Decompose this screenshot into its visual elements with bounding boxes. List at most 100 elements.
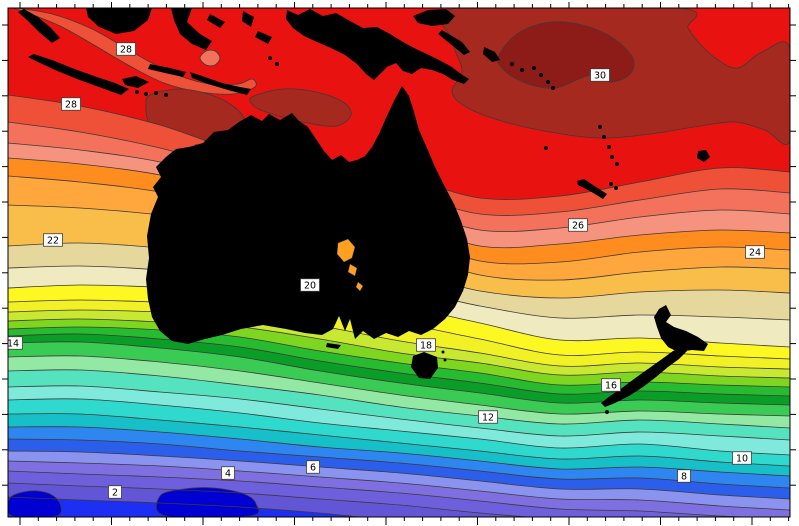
land-halmahera (242, 11, 254, 27)
contour-line-12 (8, 369, 790, 429)
land-timor (190, 72, 251, 95)
axis-ticks-top (19, 2, 790, 8)
island-dot-1 (144, 92, 148, 96)
contour-label-16-611: 16 (601, 378, 621, 392)
contour-label-value: 22 (47, 236, 59, 247)
island-dot-13 (598, 125, 602, 129)
contour-label-value: 8 (681, 472, 687, 483)
land-sumba (122, 76, 149, 88)
island-dot-10 (546, 80, 550, 84)
warm-region-arafura-pool (249, 88, 352, 127)
contour-label-value: 14 (7, 339, 19, 350)
contour-label-20-310: 20 (300, 278, 320, 292)
contour-label-value: 30 (594, 71, 606, 82)
contour-label-value: 20 (304, 281, 316, 292)
island-dot-21 (443, 358, 447, 362)
contour-label-8-684: 8 (677, 469, 691, 483)
map-frame (7, 7, 791, 518)
contour-line-16 (8, 326, 790, 388)
lake-eyre (336, 238, 356, 263)
land-new-ireland (438, 30, 470, 55)
land-tasmania (411, 352, 438, 379)
contour-label-box (478, 410, 498, 424)
contour-label-value: 24 (749, 248, 761, 259)
contour-label-30-600: 30 (590, 68, 610, 82)
land-sulawesi-arm (207, 14, 225, 28)
contour-label-value: 28 (120, 45, 132, 56)
land-australia (146, 86, 470, 344)
island-dot-0 (135, 90, 139, 94)
land-fiji (697, 150, 710, 162)
contour-label-box (732, 451, 752, 465)
island-dot-3 (164, 93, 168, 97)
contour-label-value: 28 (65, 100, 77, 111)
island-dot-14 (602, 135, 606, 139)
land-nz-south-island (601, 347, 687, 407)
contour-label-box (677, 469, 691, 483)
contour-label-box (43, 233, 63, 247)
island-dot-19 (614, 186, 618, 190)
island-dot-15 (607, 145, 611, 149)
contour-label-box (221, 466, 235, 480)
contour-label-10-742: 10 (732, 451, 752, 465)
contour-label-12-488: 12 (478, 410, 498, 424)
contour-label-box (601, 378, 621, 392)
contour-line-2 (8, 496, 364, 517)
contour-line-13 (8, 355, 790, 417)
land-seram (255, 31, 272, 44)
land-new-caledonia (577, 179, 607, 199)
contour-line-9 (8, 413, 790, 467)
contour-label-box (416, 338, 436, 352)
contour-label-22-53: 22 (43, 233, 63, 247)
contour-label-28-126: 28 (116, 42, 136, 56)
island-dot-11 (551, 86, 555, 90)
island-dot-4 (268, 56, 272, 60)
contour-line-15 (8, 333, 790, 397)
contour-line-5 (8, 460, 790, 511)
contour-label-value: 12 (482, 413, 494, 424)
land-new-britain (413, 9, 455, 26)
contour-line-6 (8, 450, 790, 500)
contour-line-3 (8, 482, 534, 517)
warm-region-java-ring (199, 49, 221, 67)
contour-label-26-578: 26 (568, 218, 588, 232)
contour-label-box (306, 460, 320, 474)
lake-torrens (347, 263, 358, 277)
land-sulawesi (171, 8, 212, 50)
land-bougainville (483, 47, 500, 62)
contour-label-box (108, 485, 122, 499)
axis-ticks-bottom (19, 517, 790, 525)
contour-label-box (116, 42, 136, 56)
contour-label-value: 2 (112, 488, 118, 499)
axis-ticks-right (790, 24, 796, 486)
small-salt-lake (355, 281, 364, 292)
land-flores (148, 64, 186, 77)
contour-line-11 (8, 385, 790, 441)
axis-ticks-left (2, 24, 8, 486)
land-kangaroo-island (326, 343, 341, 349)
land-borneo (86, 8, 152, 34)
island-dot-16 (610, 155, 614, 159)
map-layers: 303028282624222018161412108642 (7, 8, 790, 517)
contour-label-box (8, 336, 23, 350)
island-dot-18 (609, 182, 613, 186)
contour-label-box (61, 97, 81, 111)
island-dot-7 (520, 68, 524, 72)
contour-label-4-228: 4 (221, 466, 235, 480)
island-dot-2 (154, 91, 158, 95)
contour-label-value: 4 (225, 469, 231, 480)
contour-line-7 (8, 438, 790, 489)
contour-label-value: 26 (572, 221, 584, 232)
land-nz-north-island (654, 305, 708, 352)
island-dot-5 (275, 62, 279, 66)
land-new-guinea (286, 9, 469, 84)
contour-line-14 (8, 341, 790, 406)
contour-line-8 (8, 426, 790, 477)
island-dot-6 (510, 62, 514, 66)
contour-label-value: 16 (605, 381, 617, 392)
contour-label-24-755: 24 (745, 245, 765, 259)
contour-line-10 (8, 398, 790, 456)
land-java (28, 54, 129, 95)
